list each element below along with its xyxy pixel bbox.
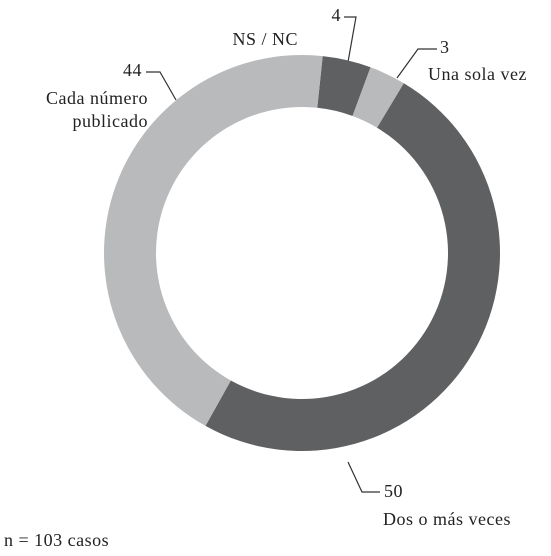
donut-segment (103, 54, 323, 426)
donut-segment (205, 83, 501, 452)
donut-segment (352, 67, 404, 128)
category-label: Dos o más veces (383, 509, 511, 529)
category-label-line: publicado (73, 111, 148, 131)
donut-segment (317, 56, 371, 117)
leader-line (344, 16, 357, 63)
category-label-line: Cada número (46, 88, 148, 108)
leader-lines (146, 16, 437, 493)
category-label: Cada número publicado (46, 88, 148, 131)
leader-line (146, 71, 177, 101)
leader-line (396, 48, 437, 79)
value-label: 3 (440, 37, 450, 57)
value-label: 4 (332, 5, 342, 25)
value-label: 44 (123, 60, 142, 80)
annotation: n = 103 casos (4, 530, 109, 550)
value-label: 50 (384, 481, 403, 501)
category-label: NS / NC (232, 29, 298, 49)
category-label: Una sola vez (428, 64, 527, 84)
leader-line (347, 461, 380, 493)
